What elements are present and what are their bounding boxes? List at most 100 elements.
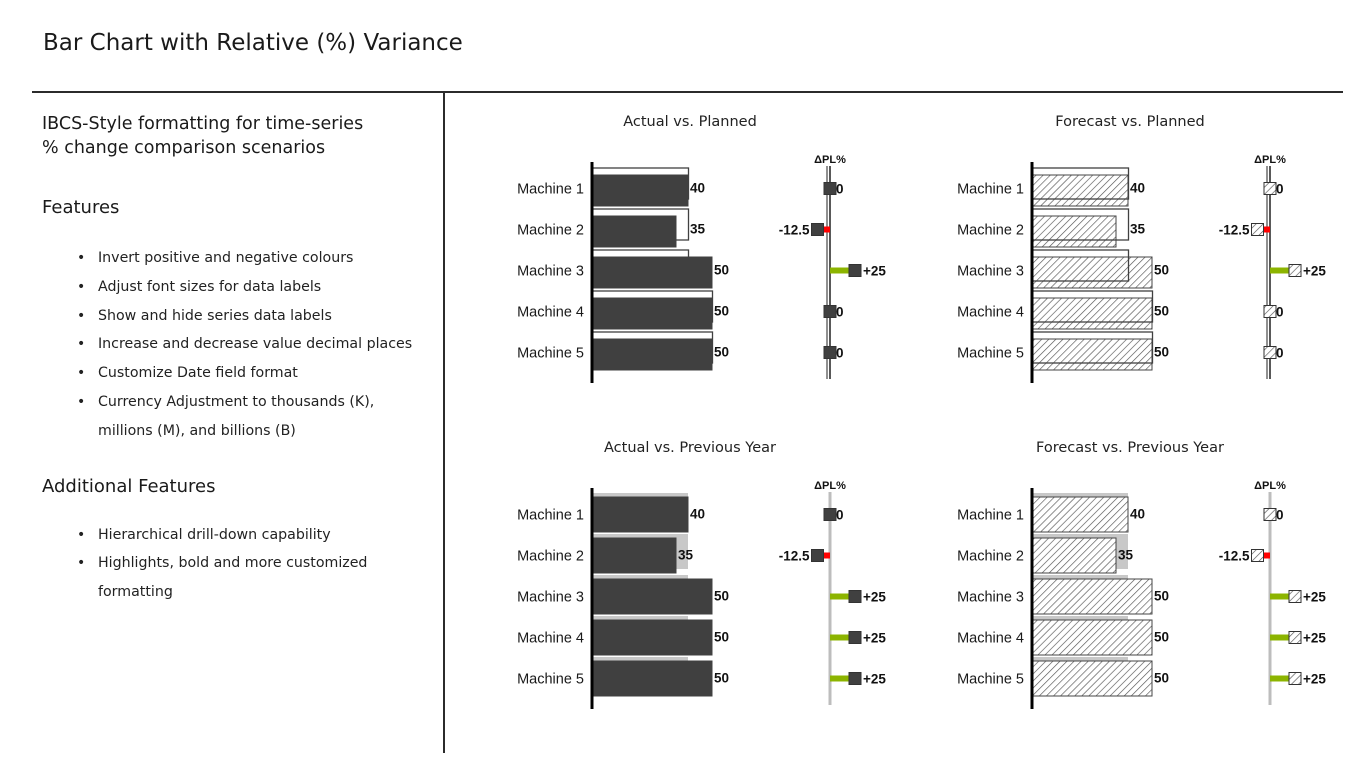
variance-label: -12.5	[1219, 223, 1250, 238]
variance-marker	[1263, 346, 1277, 359]
category-label: Machine 3	[517, 264, 584, 280]
variance-label: +25	[1303, 672, 1326, 687]
bar	[1031, 338, 1153, 371]
chart-title: Forecast vs. Previous Year	[1036, 440, 1224, 456]
bar	[591, 338, 713, 371]
category-label: Machine 5	[517, 346, 584, 362]
variance-label: 0	[1276, 305, 1284, 320]
bar	[1031, 256, 1153, 289]
category-label: Machine 5	[517, 672, 584, 688]
category-label: Machine 2	[957, 223, 1024, 239]
variance-header: ΔPL%	[1254, 480, 1286, 492]
bullet-icon: •	[77, 526, 86, 543]
category-label: Machine 2	[957, 549, 1024, 565]
value-label: 50	[1154, 345, 1169, 360]
variance-marker	[848, 631, 862, 644]
category-label: Machine 4	[517, 305, 584, 321]
list-item-text: Invert positive and negative colours	[98, 250, 354, 266]
value-label: 50	[1154, 304, 1169, 319]
bar	[591, 256, 713, 289]
additional-features-list: • Hierarchical drill-down capability • Hig…	[42, 521, 432, 607]
variance-marker	[1288, 264, 1302, 277]
page-title: Bar Chart with Relative (%) Variance	[43, 30, 463, 56]
bar	[1031, 215, 1117, 248]
list-item-text: Currency Adjustment to thousands (K),	[98, 393, 375, 410]
bar	[1031, 496, 1129, 533]
value-label: 35	[1130, 222, 1146, 237]
variance-bar	[830, 675, 855, 682]
subtitle: IBCS-Style formatting for time-series % …	[42, 112, 432, 160]
value-label: 35	[690, 222, 706, 237]
list-item: • Currency Adjustment to thousands (K), mi…	[42, 388, 432, 446]
variance-header: ΔPL%	[814, 154, 846, 166]
bar	[1031, 537, 1117, 574]
variance-marker	[1251, 223, 1264, 236]
category-label: Machine 5	[957, 346, 1024, 362]
variance-bar	[1270, 593, 1295, 600]
chart-title: Actual vs. Previous Year	[604, 440, 776, 456]
variance-bar	[1270, 267, 1295, 274]
category-label: Machine 3	[517, 590, 584, 606]
variance-marker	[1263, 182, 1277, 195]
category-label: Machine 4	[517, 631, 584, 647]
bar	[591, 297, 713, 330]
variance-bar	[1270, 634, 1295, 641]
chart-actual-vs-previous-year: Actual vs. Previous Year ΔPL% Machine 1 40 0…	[517, 440, 886, 709]
variance-marker	[823, 346, 837, 359]
bar	[1031, 619, 1153, 656]
features-list: • Invert positive and negative colours • A…	[42, 244, 432, 446]
list-item-text-continued: formatting	[98, 584, 173, 601]
value-label: 40	[1130, 507, 1145, 522]
variance-marker	[811, 223, 824, 236]
list-item: • Highlights, bold and more customized for…	[42, 549, 432, 607]
list-item: • Customize Date field format	[42, 359, 432, 388]
title-divider	[32, 91, 1343, 93]
variance-marker	[848, 672, 862, 685]
bar	[591, 578, 713, 615]
category-label: Machine 1	[517, 182, 584, 198]
variance-label: +25	[1303, 264, 1326, 279]
bullet-icon: •	[77, 278, 86, 295]
variance-label: +25	[863, 631, 886, 646]
value-label: 50	[714, 304, 729, 319]
variance-marker	[1263, 305, 1277, 318]
variance-marker	[848, 264, 862, 277]
category-label: Machine 1	[957, 182, 1024, 198]
variance-label: 0	[836, 346, 844, 361]
list-item-text: Hierarchical drill-down capability	[98, 526, 331, 543]
variance-label: +25	[1303, 590, 1326, 605]
subtitle-line-1: IBCS-Style formatting for time-series	[42, 114, 364, 134]
bar	[1031, 297, 1153, 330]
value-label: 50	[1154, 263, 1169, 278]
variance-marker	[811, 549, 824, 562]
bullet-icon: •	[77, 336, 86, 353]
bullet-icon: •	[77, 250, 86, 266]
variance-marker	[1251, 549, 1264, 562]
bar	[591, 496, 689, 533]
value-label: 40	[690, 507, 705, 522]
category-label: Machine 2	[517, 223, 584, 239]
variance-label: +25	[863, 672, 886, 687]
variance-marker	[1263, 508, 1277, 521]
variance-label: 0	[1276, 346, 1284, 361]
value-label: 50	[714, 671, 729, 686]
value-label: 35	[1118, 548, 1134, 563]
chart-forecast-vs-previous-year: Forecast vs. Previous Year ΔPL% Machine 1 4…	[957, 440, 1326, 709]
bar	[1031, 174, 1129, 207]
variance-label: 0	[836, 182, 844, 197]
variance-marker	[823, 508, 837, 521]
list-item-text: Customize Date field format	[98, 365, 298, 382]
features-heading: Features	[42, 197, 120, 218]
chart-title: Actual vs. Planned	[623, 114, 757, 130]
bar	[1031, 660, 1153, 697]
value-label: 35	[678, 548, 694, 563]
variance-marker	[823, 305, 837, 318]
category-label: Machine 4	[957, 305, 1024, 321]
category-label: Machine 3	[957, 590, 1024, 606]
chart-forecast-vs-planned: Forecast vs. Planned ΔPL% Machine 1 40 0 Mach…	[957, 114, 1326, 383]
category-label: Machine 4	[957, 631, 1024, 647]
variance-label: +25	[1303, 631, 1326, 646]
bullet-icon: •	[77, 555, 86, 572]
category-label: Machine 2	[517, 549, 584, 565]
variance-label: 0	[836, 305, 844, 320]
